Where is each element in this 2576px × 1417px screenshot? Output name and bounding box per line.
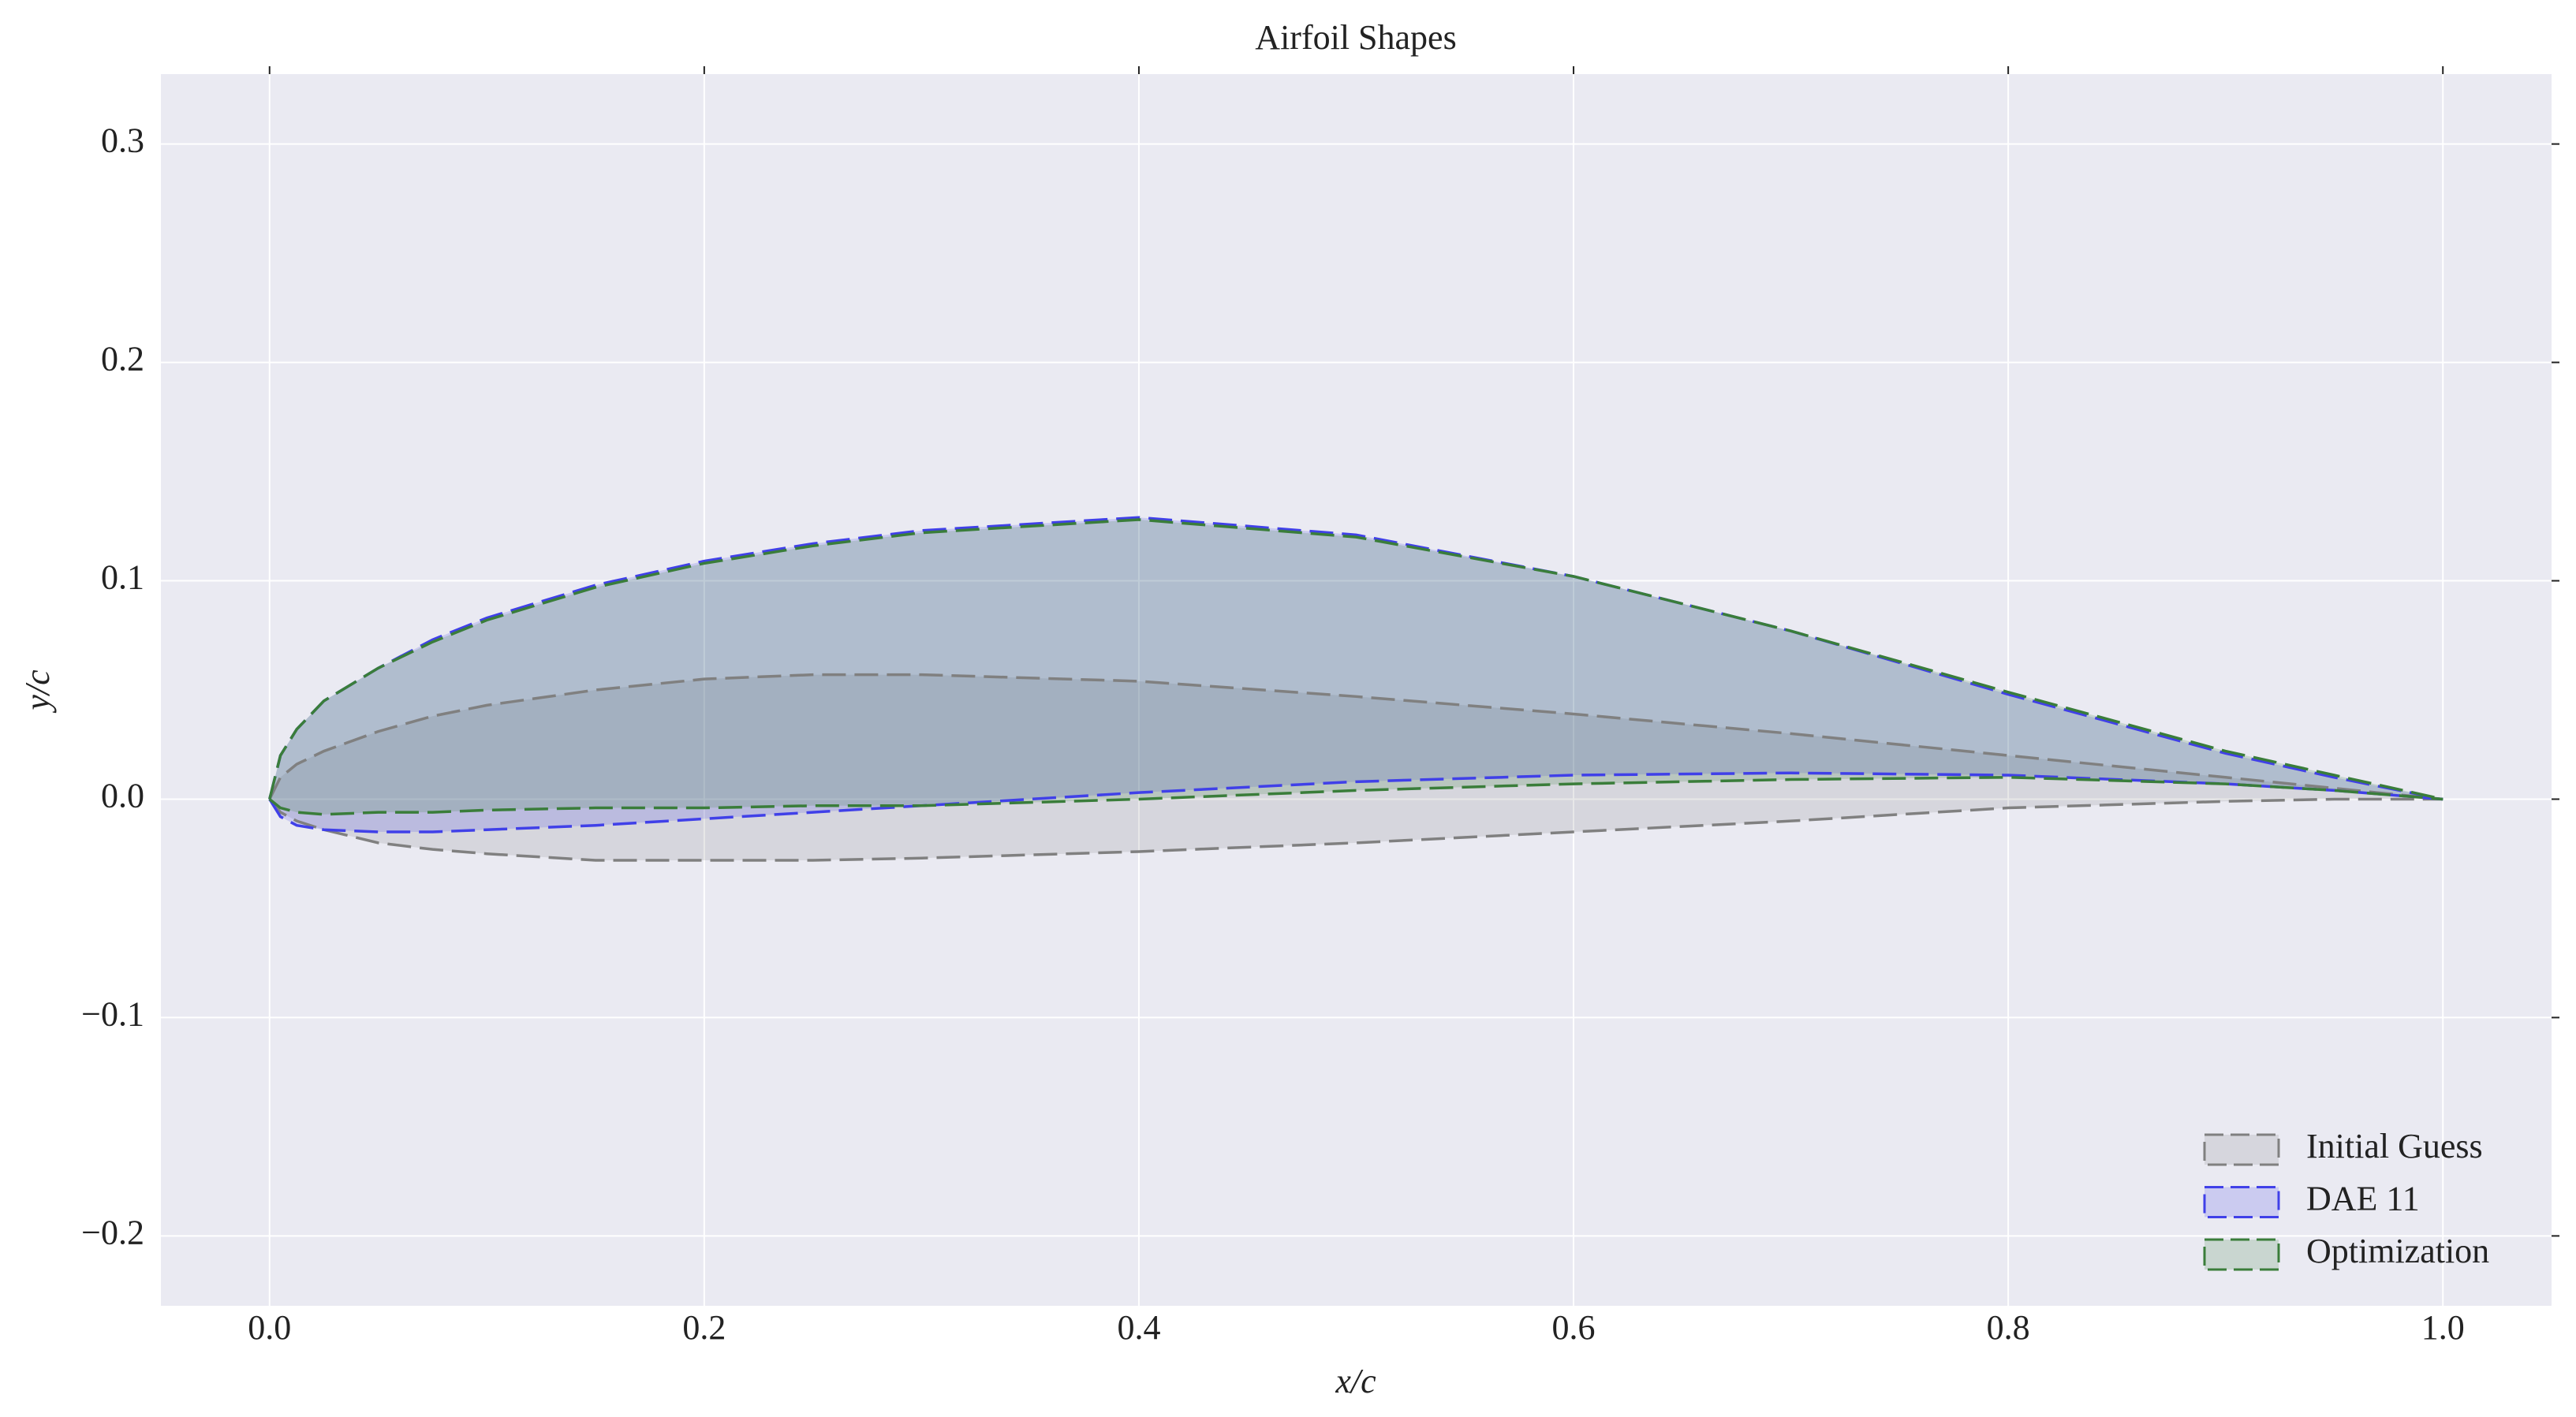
plot-area [161,74,2552,1306]
airfoil-fill [269,674,2443,861]
y-tick-label: 0.0 [101,777,144,815]
y-tick-label: −0.1 [81,995,144,1034]
x-tick-label: 0.2 [682,1308,726,1347]
y-tick-label: 0.3 [101,121,144,160]
x-tick-label: 0.4 [1117,1308,1160,1347]
legend-swatch [2203,1238,2280,1271]
y-tick-label: −0.2 [81,1213,144,1251]
airfoil-lower-line [268,771,2443,833]
x-axis-label: x/c [1335,1362,1376,1400]
legend-swatch [2203,1133,2280,1166]
airfoil-upper-line [268,673,2443,801]
x-tick-label: 0.6 [1552,1308,1596,1347]
airfoil-lower-line [268,797,2443,862]
legend-label: Optimization [2306,1232,2489,1270]
y-tick-label: 0.2 [101,340,144,378]
airfoil-upper-line [268,518,2443,801]
legend-label: Initial Guess [2306,1127,2483,1165]
x-tick-label: 0.0 [248,1308,291,1347]
x-tick-label: 1.0 [2421,1308,2465,1347]
legend-label: DAE 11 [2306,1180,2420,1218]
airfoil-fill [269,517,2443,833]
airfoil-fill [269,519,2443,815]
x-tick-label: 0.8 [1987,1308,2030,1347]
y-axis-label: y/c [18,669,57,714]
y-tick-label: 0.1 [101,558,144,597]
legend-swatch [2203,1186,2280,1218]
chart-title: Airfoil Shapes [1255,18,1456,57]
